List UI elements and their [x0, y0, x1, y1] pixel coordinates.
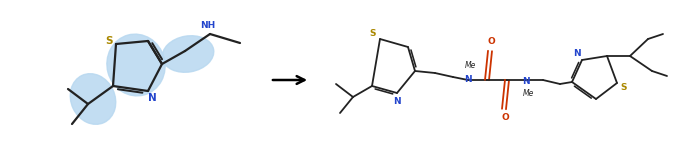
Ellipse shape: [162, 36, 214, 72]
Ellipse shape: [107, 34, 165, 96]
Text: S: S: [106, 36, 113, 46]
Text: O: O: [501, 114, 509, 122]
Text: Me: Me: [464, 62, 476, 70]
Text: N: N: [573, 49, 581, 59]
Text: NH: NH: [201, 21, 215, 30]
Text: S: S: [370, 30, 376, 38]
Text: Me: Me: [522, 90, 534, 98]
Text: S: S: [621, 83, 627, 93]
Text: O: O: [487, 38, 495, 46]
Ellipse shape: [70, 74, 116, 124]
Text: N: N: [393, 97, 401, 106]
Text: N: N: [464, 75, 472, 83]
Text: N: N: [522, 76, 530, 86]
Text: N: N: [147, 93, 157, 103]
